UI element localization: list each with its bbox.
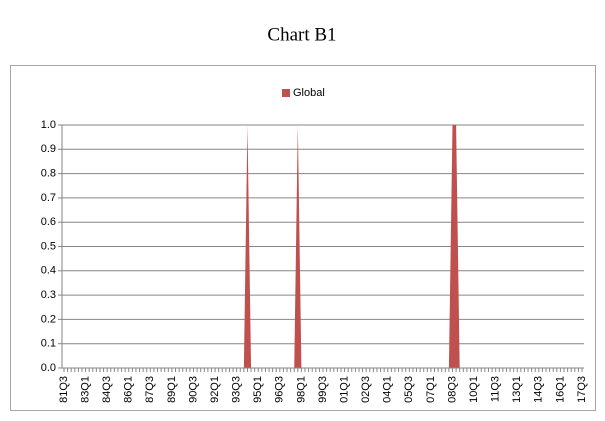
chart-title: Chart B1	[267, 24, 336, 45]
x-tick-label: 81Q3	[58, 376, 70, 403]
x-tick-label: 84Q3	[101, 376, 113, 403]
y-tick-label: 0.3	[41, 289, 56, 301]
x-tick-label: 08Q3	[446, 376, 458, 403]
y-tick-label: 0.5	[41, 240, 56, 252]
x-tick-label: 99Q3	[317, 376, 329, 403]
x-tick-label: 01Q1	[338, 376, 350, 403]
x-tick-label: 93Q3	[231, 376, 243, 403]
y-tick-label: 0.1	[41, 338, 56, 350]
y-tick-label: 0.2	[41, 313, 56, 325]
legend-swatch	[282, 89, 290, 97]
y-tick-label: 0.8	[41, 168, 56, 180]
legend-label: Global	[293, 87, 325, 99]
x-tick-label: 10Q1	[468, 376, 480, 403]
x-tick-label: 83Q1	[79, 376, 91, 403]
x-tick-label: 86Q1	[123, 376, 135, 403]
x-tick-label: 87Q3	[144, 376, 156, 403]
x-tick-label: 98Q1	[295, 376, 307, 403]
y-tick-label: 0.9	[41, 143, 56, 155]
x-tick-label: 04Q1	[382, 376, 394, 403]
x-tick-label: 02Q3	[360, 376, 372, 403]
chart-frame	[10, 65, 596, 411]
y-tick-label: 0.6	[41, 216, 56, 228]
x-tick-label: 11Q3	[490, 376, 502, 402]
y-tick-label: 0.7	[41, 192, 56, 204]
x-tick-label: 13Q1	[511, 376, 523, 403]
x-tick-label: 07Q1	[425, 376, 437, 403]
x-tick-label: 16Q1	[554, 376, 566, 403]
y-tick-label: 0.4	[41, 265, 56, 277]
x-tick-label: 95Q1	[252, 376, 264, 403]
x-tick-label: 92Q1	[209, 376, 221, 403]
x-tick-label: 05Q3	[403, 376, 415, 403]
y-tick-label: 1.0	[41, 119, 56, 131]
y-tick-label: 0.0	[41, 362, 56, 374]
x-tick-label: 14Q3	[533, 376, 545, 403]
x-tick-label: 90Q3	[187, 376, 199, 403]
x-tick-label: 89Q1	[166, 376, 178, 403]
area	[64, 125, 582, 368]
x-tick-label: 17Q3	[576, 376, 588, 403]
x-tick-label: 96Q3	[274, 376, 286, 403]
